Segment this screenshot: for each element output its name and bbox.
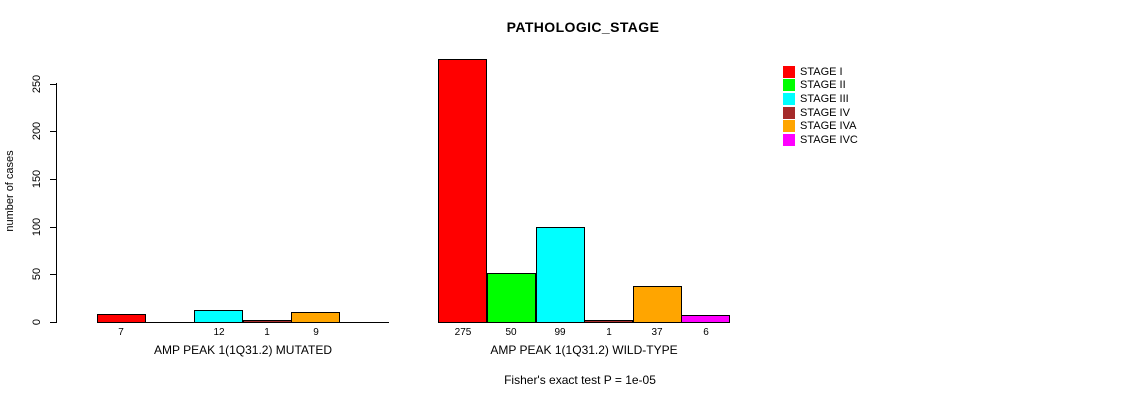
legend-row: STAGE IVA [783,119,858,133]
y-tick [50,274,56,275]
bar [243,320,292,323]
y-tick [50,322,56,323]
bar-value-label: 7 [118,327,124,338]
legend: STAGE I STAGE II STAGE III STAGE IV STAGE IV… [783,65,858,147]
chart-title: PATHOLOGIC_STAGE [506,19,660,35]
legend-label: STAGE II [800,79,846,92]
bar [487,273,536,323]
legend-swatch [783,133,795,146]
legend-swatch [783,120,795,133]
legend-row: STAGE IV [783,106,858,120]
y-tick [50,131,56,132]
bar [438,59,487,323]
y-tick-label: 50 [31,267,43,281]
bar [97,314,146,323]
legend-row: STAGE III [783,92,858,106]
bar-value-label: 275 [454,327,472,338]
y-tick-label: 100 [31,217,43,237]
group-label: AMP PEAK 1(1Q31.2) WILD-TYPE [490,343,678,357]
legend-swatch [783,106,795,119]
y-axis-label: number of cases [4,150,16,232]
bar [681,315,730,323]
legend-label: STAGE IVC [800,133,858,146]
bar [291,312,340,323]
bar [194,310,243,323]
legend-swatch [783,65,795,78]
bar-value-label: 37 [651,327,663,338]
legend-row: STAGE IVC [783,133,858,147]
y-tick-label: 150 [31,169,43,189]
bar-value-label: 12 [213,327,225,338]
annotation-text: Fisher's exact test P = 1e-05 [504,373,656,387]
legend-row: STAGE I [783,65,858,79]
y-tick [50,84,56,85]
group-label: AMP PEAK 1(1Q31.2) MUTATED [153,343,333,357]
legend-label: STAGE IV [800,106,850,119]
bar-value-label: 99 [554,327,566,338]
bar-value-label: 1 [264,327,270,338]
legend-swatch [783,92,795,105]
y-tick [50,179,56,180]
bar [536,227,585,323]
legend-swatch [783,79,795,92]
bar-value-label: 9 [313,327,319,338]
bar [633,286,682,323]
legend-label: STAGE III [800,92,849,105]
y-tick [50,227,56,228]
y-tick-label: 200 [31,121,43,141]
y-axis-line [56,83,57,323]
legend-label: STAGE I [800,65,843,78]
legend-row: STAGE II [783,79,858,93]
bar-value-label: 1 [606,327,612,338]
bar-value-label: 50 [505,327,517,338]
bar-value-label: 6 [703,327,709,338]
bar [584,320,633,323]
legend-label: STAGE IVA [800,120,857,133]
y-tick-label: 250 [31,74,43,94]
y-tick-label: 0 [31,318,43,326]
